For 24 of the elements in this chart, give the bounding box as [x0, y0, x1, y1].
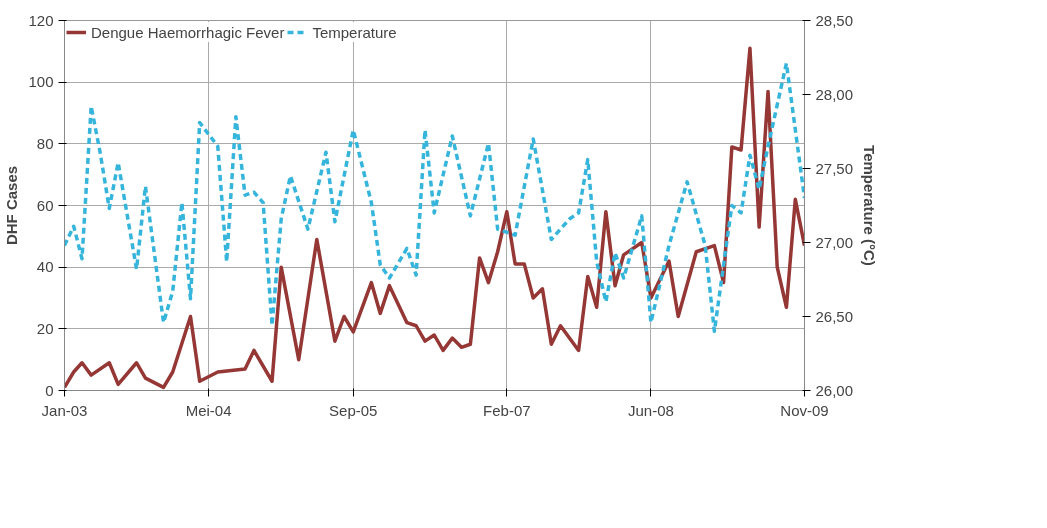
y-tick-label: 40 — [36, 258, 54, 276]
y2-tick-label: 27,50 — [815, 159, 854, 177]
x-tick-label: Feb-07 — [483, 401, 531, 419]
y2-axis-title: Temperature (°C) — [861, 145, 879, 266]
x-tick-label: Sep-05 — [329, 401, 378, 419]
y2-tick-label: 26,50 — [815, 307, 854, 325]
y-tick-label: 100 — [28, 73, 54, 91]
y2-tick-label: 26,00 — [815, 381, 854, 399]
y-tick-label: 80 — [36, 134, 54, 152]
line-series — [64, 61, 805, 334]
x-tick-label: Jan-03 — [41, 401, 88, 419]
y-tick-label: 20 — [36, 319, 54, 337]
x-tick-label: Mei-04 — [185, 401, 232, 419]
y-tick-label: 120 — [28, 11, 54, 29]
x-tick-label: Nov-09 — [780, 401, 829, 419]
y2-tick-label: 28,00 — [815, 85, 854, 103]
y-tick-label: 0 — [45, 381, 54, 399]
legend-label: Dengue Haemorrhagic Fever — [91, 23, 285, 41]
y-tick-label: 60 — [36, 196, 54, 214]
x-tick-label: Jun-08 — [627, 401, 674, 419]
y2-tick-label: 28,50 — [815, 11, 854, 29]
y2-tick-label: 27,00 — [815, 233, 854, 251]
y-axis-title: DHF Cases — [3, 165, 21, 246]
legend-label: Temperature — [312, 23, 397, 41]
